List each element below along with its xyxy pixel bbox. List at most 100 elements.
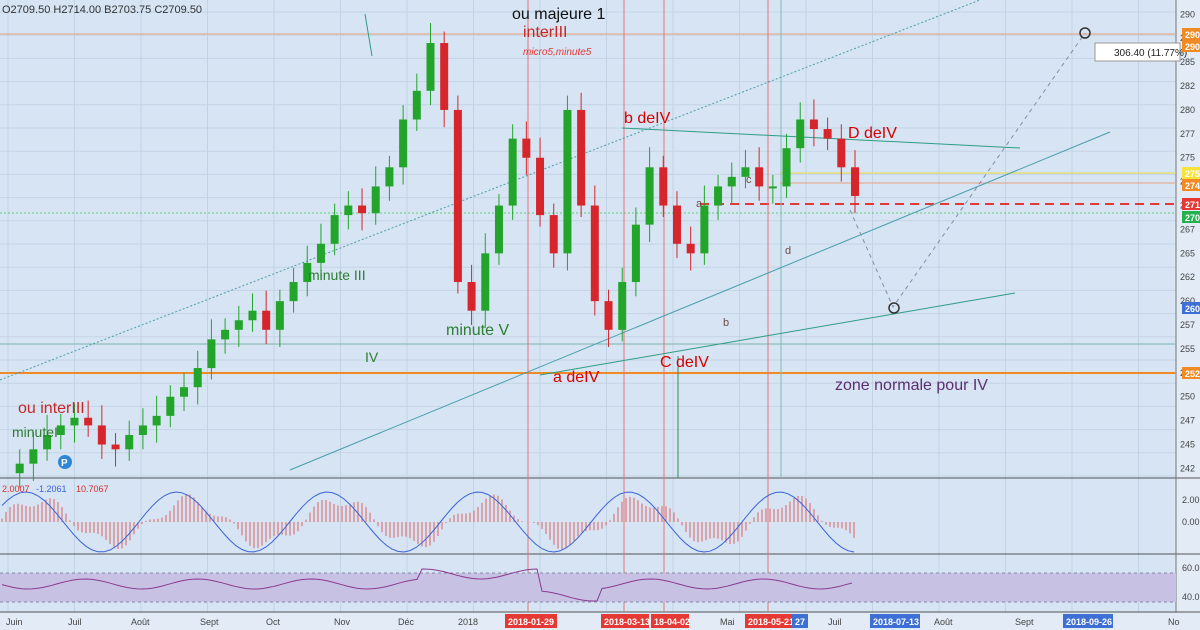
candle-body	[714, 186, 723, 206]
candle-body	[344, 205, 353, 216]
time-axis-label: Mai	[720, 617, 735, 627]
annotation-small-a: a	[696, 198, 703, 210]
candle-body	[782, 148, 791, 187]
candle-body	[248, 310, 257, 321]
price-axis-background	[1176, 0, 1200, 630]
candle-body	[166, 396, 175, 416]
time-axis-label: Oct	[266, 617, 281, 627]
time-axis-label: Nov	[334, 617, 351, 627]
candle-body	[289, 282, 298, 302]
candle-body	[618, 282, 627, 330]
support-trendline	[539, 292, 1016, 376]
annotation-small-b: b	[723, 317, 729, 329]
candle-body	[672, 205, 681, 244]
candle-body	[522, 138, 531, 158]
time-axis-label: Sept	[200, 617, 219, 627]
price-tick-label: 260	[1180, 296, 1195, 306]
candle-body	[15, 463, 24, 474]
resistance-trendline	[621, 127, 1021, 149]
candle-body	[659, 167, 668, 206]
price-tag-label: 290	[1185, 30, 1200, 40]
price-tick-label: 250	[1180, 392, 1195, 402]
macd-value-3: 10.7067	[76, 484, 109, 494]
price-tag-label: 271	[1185, 200, 1200, 210]
candle-body	[686, 243, 695, 254]
price-tick-label: 277	[1180, 129, 1195, 139]
time-axis-highlight	[745, 614, 793, 628]
candle-body	[494, 205, 503, 254]
annotation-a-de-iv: a deIV	[553, 369, 600, 386]
candle-body	[823, 129, 832, 139]
candle-body	[796, 119, 805, 149]
annotation-zone: zone normale pour IV	[835, 377, 988, 394]
candle-body	[508, 138, 517, 206]
candle-body	[453, 109, 462, 283]
rsi-line	[1, 568, 853, 602]
candle-body	[111, 444, 120, 450]
annotation-minute-v: minute V	[446, 322, 509, 339]
candle-body	[727, 176, 736, 187]
candle-body	[56, 425, 65, 435]
candle-body	[43, 434, 52, 450]
candle-body	[262, 310, 271, 330]
ohlc-close: C2709.50	[154, 4, 203, 16]
candlesticks	[15, 22, 859, 488]
candle-body	[29, 449, 38, 464]
candle-body	[399, 119, 408, 168]
ohlc-readout: O2709.50 H2714.00 B2703.75 C2709.50	[2, 4, 202, 16]
time-axis-label: Juil	[828, 617, 842, 627]
price-tick-label: 262	[1180, 272, 1195, 282]
annotation-b-de-iv: b deIV	[624, 110, 671, 127]
time-axis-label: Juil	[68, 617, 82, 627]
macd-axis-label: 0.00	[1182, 517, 1200, 527]
price-tag-label: 274	[1185, 181, 1200, 191]
candle-body	[138, 425, 147, 435]
price-tag	[1182, 28, 1200, 40]
time-axis-highlight	[1063, 614, 1113, 628]
time-axis-label: Déc	[398, 617, 415, 627]
macd-axis-label: 2.00	[1182, 495, 1200, 505]
annotation-minute-iii: minute III	[308, 267, 366, 283]
price-tag	[1182, 167, 1200, 179]
candle-body	[275, 301, 284, 330]
time-axis-label: No	[1168, 617, 1180, 627]
projection-path	[849, 32, 1086, 309]
price-tag	[1182, 40, 1200, 52]
rsi-panel: 60.0 40.0	[0, 563, 1200, 603]
ohlc-open: O2709.50	[2, 4, 51, 16]
measure-label: 306.40 (11.77%)	[1114, 48, 1187, 59]
candle-body	[536, 157, 545, 216]
candle-body	[604, 301, 613, 330]
candle-body	[768, 186, 777, 189]
price-tick-label: 247	[1180, 416, 1195, 426]
time-axis-label: Juin	[6, 617, 23, 627]
price-tag-label: 252	[1185, 369, 1200, 379]
annotation-micro: micro5,minute5	[523, 47, 592, 58]
candle-body	[358, 205, 367, 214]
candle-body	[481, 253, 490, 311]
time-axis-highlight	[792, 614, 808, 628]
candle-body	[221, 329, 230, 340]
time-axis-label: 2018	[458, 617, 478, 627]
candle-body	[741, 167, 750, 177]
candle-body	[851, 167, 859, 196]
time-axis-label: Août	[131, 617, 150, 627]
price-tag	[1182, 198, 1200, 210]
annotation-d-de-iv: D deIV	[848, 125, 897, 142]
price-tick-label: 255	[1180, 344, 1195, 354]
time-axis-label: Août	[934, 617, 953, 627]
annotation-small-d: d	[785, 245, 791, 257]
candle-body	[631, 224, 640, 283]
macd-value-2: -1.2061	[36, 484, 67, 494]
price-tick-label: 242	[1180, 463, 1195, 473]
annotation-inter-iii: interIII	[523, 24, 567, 41]
candle-body	[330, 215, 339, 244]
time-axis-label: Sept	[1015, 617, 1034, 627]
candle-body	[563, 109, 572, 254]
annotation-c-de-iv: C deIV	[660, 354, 709, 371]
candle-body	[440, 43, 449, 110]
price-tick-label: 275	[1180, 153, 1195, 163]
measure-box	[1094, 42, 1181, 62]
